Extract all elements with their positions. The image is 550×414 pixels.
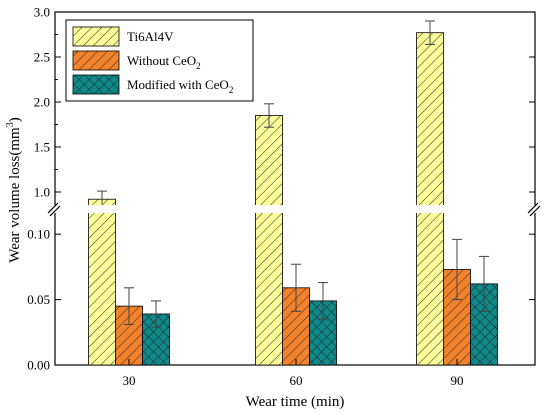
x-axis-ticks: 30 60 90 [123,359,464,388]
y-tick-label: 2.0 [34,95,50,110]
break-slash-right-b [529,205,541,217]
bar-ti6al4v-30 [88,198,116,366]
y-axis-ticks: 0.00 0.05 0.10 1.0 1.5 2.0 2.5 3.0 [27,5,535,373]
bar-ti6al4v-60 [255,115,283,366]
axis-break-gap [45,205,545,213]
axis-break-marks [47,202,541,217]
y-axis-title: Wear volume loss(mm3) [5,117,23,262]
legend-label-ti6al4v: Ti6Al4V [127,29,174,44]
bar-ti6al4v-90 [416,32,444,366]
legend-label-modified-with-ceo2: Modified with CeO2 [127,77,233,95]
x-tick-label-30: 30 [123,373,136,388]
y-tick-label: 0.00 [27,358,50,373]
y-tick-label: 0.10 [27,227,50,242]
y-tick-label: 0.05 [27,292,50,307]
y-tick-label: 3.0 [34,5,50,20]
y-tick-label: 2.5 [34,50,50,65]
legend-swatch-ti6al4v [72,26,120,47]
legend-swatch-modified-with-ceo2 [72,74,120,95]
x-axis-title: Wear time (min) [246,394,345,410]
y-tick-label: 1.0 [34,185,50,200]
break-slash-right-a [527,202,539,214]
x-tick-label-90: 90 [451,373,464,388]
y-tick-label: 1.5 [34,140,50,155]
legend-label-without-ceo2: Without CeO2 [127,53,201,71]
legend-swatch-without-ceo2 [72,50,120,71]
break-slash-left-a [47,202,59,214]
error-bars-layer [97,20,489,328]
break-slash-left-b [49,205,61,217]
legend: Ti6Al4V Without CeO2 Modified with CeO2 [65,19,254,102]
x-tick-label-60: 60 [290,373,303,388]
